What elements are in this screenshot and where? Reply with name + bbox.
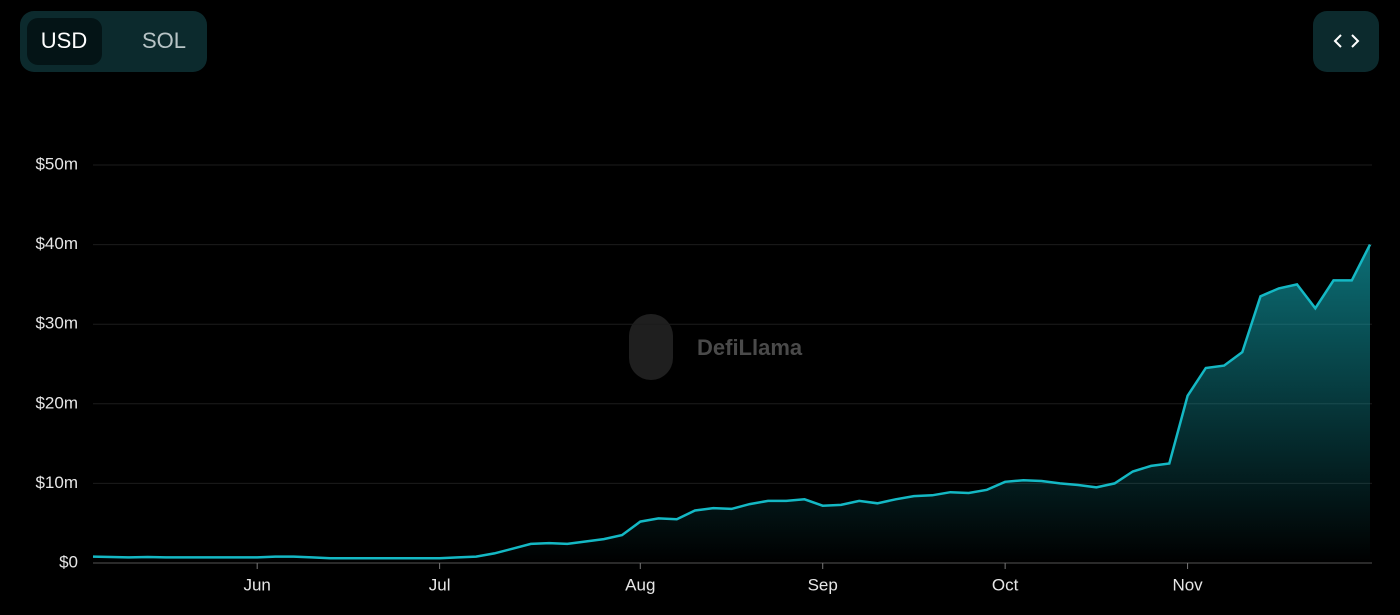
y-tick-label: $10m (35, 473, 78, 492)
toggle-active[interactable] (27, 18, 102, 65)
x-tick-label: Jul (429, 575, 451, 594)
line (92, 244, 1372, 560)
y-tick-label: $0 (59, 552, 78, 571)
y-tick-label: $20m (35, 393, 78, 412)
toggle-usd[interactable]: USD (41, 28, 87, 53)
x-tick-label: Oct (992, 575, 1019, 594)
watermark-logo (629, 314, 673, 380)
x-tick-label: Nov (1172, 575, 1203, 594)
watermark: DefiLlama (697, 335, 803, 360)
x-tick-label: Jun (243, 575, 270, 594)
embed-icon (1333, 34, 1360, 48)
x-tick-label: Sep (808, 575, 838, 594)
y-tick-label: $50m (35, 154, 78, 173)
embed-button[interactable] (1313, 11, 1379, 72)
x-tick-label: Aug (625, 575, 655, 594)
toggle-sol[interactable]: SOL (142, 28, 186, 53)
y-tick-label: $40m (35, 234, 78, 253)
y-tick-label: $30m (35, 314, 78, 333)
